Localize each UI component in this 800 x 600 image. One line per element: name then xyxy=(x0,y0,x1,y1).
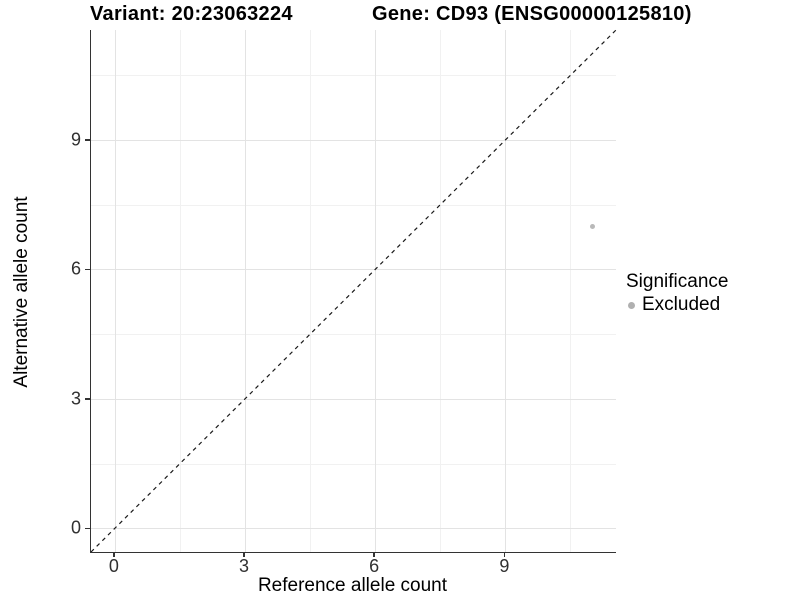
x-tick-label: 3 xyxy=(239,556,250,576)
y-tick-mark xyxy=(85,398,90,400)
gridline-major-vertical xyxy=(375,30,377,552)
x-tick-mark xyxy=(113,552,115,557)
gridline-minor-horizontal xyxy=(91,204,616,206)
gridline-minor-horizontal xyxy=(91,75,616,77)
gridline-minor-vertical xyxy=(179,30,181,552)
plot-panel xyxy=(90,29,617,553)
y-tick-label: 9 xyxy=(70,129,81,150)
y-tick-label: 0 xyxy=(70,517,81,538)
gridline-minor-horizontal xyxy=(91,463,616,465)
gridline-minor-vertical xyxy=(570,30,572,552)
gridline-major-horizontal xyxy=(91,269,616,271)
y-tick-mark xyxy=(85,527,90,530)
gridline-major-horizontal xyxy=(91,398,616,400)
gridline-minor-vertical xyxy=(440,30,442,552)
x-tick-label: 6 xyxy=(369,556,380,576)
y-tick-label: 3 xyxy=(70,388,81,409)
x-axis-title: Reference allele count xyxy=(257,575,448,596)
x-tick-mark xyxy=(373,552,375,557)
y-tick-mark xyxy=(85,268,90,271)
y-tick-label: 6 xyxy=(70,258,81,279)
x-tick-mark xyxy=(243,552,245,557)
gridline-major-vertical xyxy=(114,30,116,552)
legend-item-excluded: Excluded xyxy=(626,294,728,316)
x-tick-label: 0 xyxy=(108,556,119,576)
gridline-minor-horizontal xyxy=(91,334,616,336)
plot-title-variant: Variant: 20:23063224 xyxy=(90,3,293,25)
data-point xyxy=(589,223,595,229)
legend-title: Significance xyxy=(626,271,729,292)
legend-item-label: Excluded xyxy=(642,294,721,315)
plot-title-gene: Gene: CD93 (ENSG00000125810) xyxy=(372,3,692,25)
y-axis-title: Alternative allele count xyxy=(11,196,32,388)
x-tick-mark xyxy=(503,552,506,557)
legend: Significance Excluded xyxy=(626,271,728,316)
gridline-major-horizontal xyxy=(91,140,616,141)
identity-line xyxy=(90,29,617,553)
legend-point-icon xyxy=(628,301,635,309)
gridline-major-vertical xyxy=(245,30,247,552)
gridline-major-vertical xyxy=(505,30,507,552)
gridline-minor-vertical xyxy=(310,30,312,552)
x-tick-label: 9 xyxy=(499,556,510,576)
gridline-major-horizontal xyxy=(91,528,616,530)
y-tick-mark xyxy=(85,139,90,141)
